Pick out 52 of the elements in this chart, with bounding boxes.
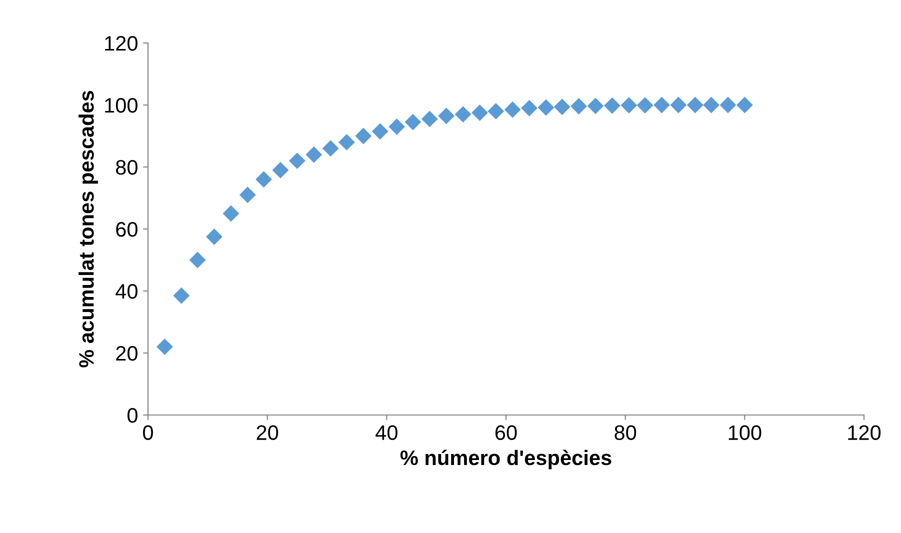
point	[355, 128, 372, 144]
point	[272, 162, 289, 178]
point	[206, 228, 222, 245]
y-tick-label: 100	[105, 98, 138, 113]
point	[421, 110, 438, 128]
point	[654, 96, 670, 114]
point	[173, 287, 190, 304]
point	[438, 108, 455, 124]
y-tick-label: 60	[116, 222, 138, 237]
point	[322, 140, 339, 157]
point	[388, 118, 406, 135]
x-axis-title: % número d'espècies	[400, 450, 612, 470]
point	[472, 104, 488, 121]
point	[404, 114, 422, 130]
x-tick-label: 100	[728, 425, 762, 440]
point	[620, 97, 638, 114]
point	[670, 96, 687, 114]
point	[686, 96, 704, 114]
point	[372, 123, 388, 140]
x-tick-label: 120	[848, 425, 881, 440]
point	[288, 152, 306, 170]
y-tick-label: 20	[116, 346, 138, 361]
point	[239, 186, 256, 204]
point	[521, 100, 538, 116]
y-tick-label: 80	[116, 160, 138, 175]
point	[156, 338, 173, 356]
point	[570, 98, 588, 114]
x-tick-label: 40	[376, 425, 398, 440]
point	[604, 97, 620, 114]
point	[454, 106, 472, 123]
point	[222, 205, 240, 222]
point	[703, 96, 720, 114]
x-tick-label: 80	[614, 425, 636, 440]
point	[538, 99, 554, 116]
point	[306, 146, 322, 163]
point	[338, 134, 355, 150]
y-tick-label: 40	[116, 284, 138, 299]
point	[504, 101, 521, 118]
x-tick-label: 0	[143, 425, 153, 440]
point	[587, 98, 604, 114]
y-tick-label: 0	[128, 408, 138, 423]
point	[189, 252, 206, 268]
x-tick-label: 60	[495, 425, 517, 440]
point	[636, 97, 654, 114]
y-axis-title: % acumulat tones pescades	[78, 90, 98, 368]
point	[554, 98, 570, 116]
x-tick-label: 20	[256, 425, 278, 440]
point	[488, 102, 504, 120]
point	[256, 171, 272, 188]
point	[736, 96, 753, 114]
y-tick-label: 120	[105, 36, 138, 51]
point	[720, 96, 736, 114]
